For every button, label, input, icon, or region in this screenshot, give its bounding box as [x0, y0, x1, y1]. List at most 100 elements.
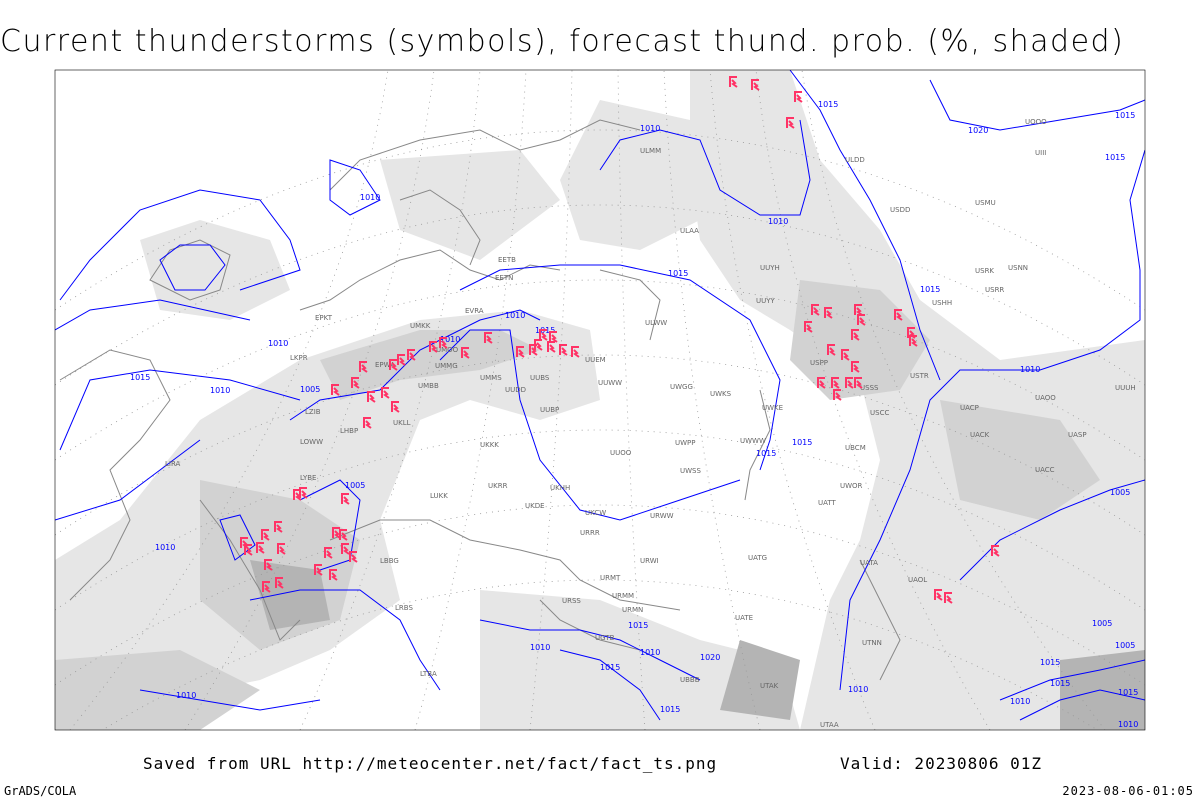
isobar-line — [999, 659, 1145, 701]
thunderstorm-icon — [854, 304, 863, 316]
station-label: UUUH — [1115, 384, 1136, 392]
station-label: UKDE — [525, 502, 545, 510]
station-labels: ULMM ULAA UUYH UUYY ULWW UUEM UUWW UWGG UWKS UWKE… — [165, 118, 1136, 729]
thunderstorm-icon — [381, 387, 390, 399]
station-label: USTR — [910, 372, 929, 380]
isobar-line — [1019, 689, 1145, 721]
station-label: EPKT — [315, 314, 333, 322]
isobar-line — [459, 264, 781, 471]
station-label: ULDD — [845, 156, 865, 164]
isobar-label: 1010 — [848, 685, 868, 694]
isobar-label: 1010 — [640, 648, 660, 657]
isobar-label: 1010 — [768, 217, 788, 226]
station-label: LZIB — [305, 408, 321, 416]
isobar-label: 1015 — [130, 373, 150, 382]
isobar-line — [559, 649, 661, 721]
isobar-line — [599, 119, 811, 216]
station-label: UUBS — [530, 374, 550, 382]
meridian — [663, 70, 761, 730]
thunderstorm-icon — [359, 361, 368, 373]
parallel — [55, 129, 1145, 311]
shaded-area — [690, 70, 1145, 730]
isobar-label: 1010 — [440, 335, 460, 344]
isobar-label: 1010 — [505, 311, 525, 320]
station-label: USHH — [932, 299, 952, 307]
coastline — [599, 269, 661, 341]
station-label: USRK — [975, 267, 994, 275]
thunderstorm-icon — [314, 564, 323, 576]
thunderstorm-icon — [262, 581, 271, 593]
station-label: UWWW — [740, 437, 766, 445]
station-label: URWW — [650, 512, 674, 520]
thunderstorm-icon — [256, 542, 265, 554]
parallel — [55, 204, 1145, 386]
station-label: UATE — [735, 614, 753, 622]
thunderstorm-icon — [794, 91, 803, 103]
isobar-line — [289, 309, 541, 421]
isobar-line — [249, 589, 441, 691]
coastline — [744, 389, 771, 501]
isobar-line — [439, 329, 741, 521]
isobar-label: 1015 — [1115, 111, 1135, 120]
thunderstorm-icon — [363, 417, 372, 429]
thunderstorm-icon — [367, 391, 376, 403]
isobar-label: 1005 — [1115, 641, 1135, 650]
station-label: UMOO — [436, 346, 459, 354]
thunderstorm-icon — [833, 389, 842, 401]
station-label: UKHH — [550, 484, 570, 492]
coastlines — [59, 119, 901, 681]
thunderstorm-icon — [439, 337, 448, 349]
isobar-label: 1005 — [1110, 488, 1130, 497]
isobar-label: 1010 — [360, 193, 380, 202]
station-label: UKCW — [585, 509, 606, 517]
probability-shading — [55, 70, 1145, 730]
isobar-line — [839, 149, 1145, 691]
thunderstorm-icon — [341, 493, 350, 505]
meridian — [414, 70, 527, 730]
thunderstorm-icon — [845, 377, 854, 389]
thunderstorm-icon — [547, 341, 556, 353]
station-label: UTAA — [820, 721, 839, 729]
isobar-line — [55, 299, 251, 331]
thunderstorm-icon — [397, 354, 406, 366]
station-label: UWPP — [675, 439, 696, 447]
station-label: ULWW — [645, 319, 667, 327]
parallel — [55, 279, 1145, 461]
thunderstorm-icon — [264, 559, 273, 571]
lat-lon-grid — [55, 70, 1145, 730]
station-label: USRR — [985, 286, 1004, 294]
parallel — [101, 579, 1099, 730]
station-label: LUKK — [430, 492, 448, 500]
thunderstorm-icon — [244, 544, 253, 556]
parallel — [55, 429, 1145, 611]
isobar-line — [59, 369, 301, 451]
station-label: LYBE — [300, 474, 316, 482]
station-label: UWGG — [670, 383, 693, 391]
station-label: URMN — [622, 606, 643, 614]
coastline — [859, 559, 901, 681]
station-label: URSS — [562, 597, 581, 605]
thunderstorm-icon — [529, 344, 538, 356]
thunderstorm-icon — [549, 331, 558, 343]
thunderstorm-icon — [329, 569, 338, 581]
shaded-area — [1060, 650, 1145, 730]
map-title: Current thunderstorms (symbols), forecas… — [0, 24, 1125, 59]
thunderstorm-icon — [332, 527, 341, 539]
coastline — [329, 119, 641, 191]
shaded-area — [320, 330, 540, 400]
thunderstorm-icon — [261, 529, 270, 541]
station-label: LHBP — [340, 427, 358, 435]
parallel — [55, 354, 1145, 536]
station-label: UGTB — [595, 634, 615, 642]
thunderstorm-icon — [484, 332, 493, 344]
station-label: USPP — [810, 359, 828, 367]
station-label: UBBB — [680, 676, 700, 684]
shaded-area — [55, 650, 260, 730]
isobar-line — [299, 479, 361, 571]
coastline — [59, 349, 171, 601]
thunderstorm-icon — [429, 341, 438, 353]
shaded-area — [720, 640, 800, 720]
isobar-line — [59, 189, 301, 301]
station-label: UMBB — [418, 382, 439, 390]
